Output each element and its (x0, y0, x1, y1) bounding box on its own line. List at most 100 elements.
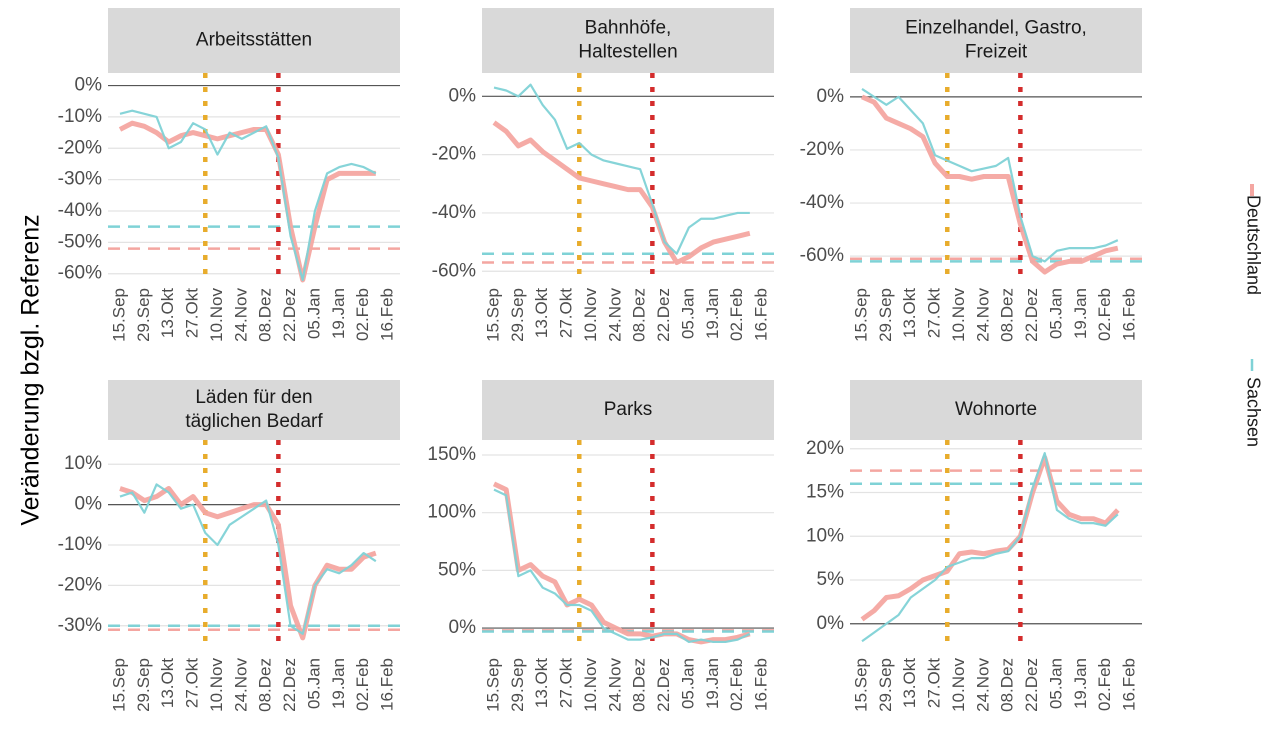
x-tick-label: 13.Okt (158, 658, 177, 708)
facet-strip (850, 8, 1142, 73)
x-tick-label: 24.Nov (231, 288, 250, 342)
x-tick-label: 08.Dez (630, 658, 649, 712)
y-tick-label: -40% (432, 202, 476, 223)
x-tick-label: 02.Feb (1095, 658, 1114, 711)
facet-title: Arbeitsstätten (196, 30, 312, 51)
x-tick-label: 08.Dez (630, 288, 649, 342)
y-tick-label: -40% (800, 192, 844, 213)
facet-title-line: Freizeit (965, 42, 1028, 63)
x-tick-label: 16.Feb (1119, 658, 1138, 711)
facet-title-line: Bahnhöfe, (585, 18, 672, 39)
facet-title-line: Wohnorte (955, 399, 1037, 420)
x-tick-label: 08.Dez (998, 658, 1017, 712)
facet-title-line: Parks (604, 399, 653, 420)
x-tick-label: 02.Feb (353, 288, 372, 341)
series-line (119, 485, 377, 641)
x-tick-label: 13.Okt (158, 288, 177, 338)
x-tick-label: 22.Dez (1022, 658, 1041, 712)
x-tick-label: 15.Sep (851, 288, 870, 342)
y-tick-label: 10% (806, 525, 844, 546)
x-tick-label: 29.Sep (876, 288, 895, 342)
x-tick-label: 02.Feb (353, 658, 372, 711)
x-tick-label: 15.Sep (851, 658, 870, 712)
series-line (118, 120, 376, 283)
x-tick-label: 10.Nov (207, 658, 226, 712)
series-line (492, 481, 751, 645)
x-tick-label: 10.Nov (207, 288, 226, 342)
y-tick-label: 15% (806, 482, 844, 503)
y-tick-label: -60% (58, 263, 102, 284)
y-tick-label: 150% (427, 444, 476, 465)
x-tick-label: 22.Dez (654, 658, 673, 712)
x-tick-label: 19.Jan (329, 288, 348, 339)
facet-title: Einzelhandel, Gastro, Freizeit (905, 18, 1087, 63)
y-tick-label: -60% (800, 245, 844, 266)
x-tick-label: 08.Dez (256, 288, 275, 342)
x-tick-label: 16.Feb (1119, 288, 1138, 341)
x-tick-label: 10.Nov (581, 288, 600, 342)
y-tick-label: -20% (58, 574, 102, 595)
y-tick-label: -20% (800, 139, 844, 160)
facet-title: Läden für den täglichen Bedarf (185, 387, 323, 432)
series-line (119, 483, 377, 635)
y-tick-label: 100% (427, 502, 476, 523)
series-line (861, 94, 1119, 275)
x-tick-label: 24.Nov (605, 288, 624, 342)
x-tick-label: 13.Okt (900, 658, 919, 708)
y-tick-label: 0% (817, 86, 845, 107)
y-tick-label: -50% (58, 231, 102, 252)
x-tick-label: 29.Sep (134, 658, 153, 712)
x-tick-label: 19.Jan (703, 288, 722, 339)
facet-title: Bahnhöfe, Haltestellen (578, 18, 677, 63)
y-tick-label: -40% (58, 200, 102, 221)
facet-strip (482, 380, 774, 440)
y-tick-label: -60% (432, 260, 476, 281)
y-tick-label: -10% (58, 534, 102, 555)
x-tick-label: 05.Jan (304, 288, 323, 339)
facet-title-line: Einzelhandel, Gastro, (905, 18, 1087, 39)
y-tick-label: -20% (432, 144, 476, 165)
y-tick-label: -30% (58, 169, 102, 190)
x-tick-label: 13.Okt (900, 288, 919, 338)
y-tick-label: 0% (449, 85, 477, 106)
x-tick-label: 27.Okt (183, 658, 202, 708)
x-tick-label: 27.Okt (925, 288, 944, 338)
facet-strip (482, 8, 774, 73)
y-tick-label: 0% (817, 613, 845, 634)
x-tick-label: 15.Sep (109, 658, 128, 712)
series-line (493, 488, 751, 644)
y-tick-label: 20% (806, 438, 844, 459)
y-tick-label: 0% (75, 75, 103, 96)
series-line (861, 88, 1119, 263)
series-line (119, 109, 377, 282)
x-tick-label: 16.Feb (377, 658, 396, 711)
y-tick-label: 0% (75, 494, 103, 515)
x-tick-label: 05.Jan (304, 658, 323, 709)
facet-strip (108, 8, 400, 73)
series-line (861, 452, 1119, 643)
x-tick-label: 05.Jan (1046, 288, 1065, 339)
x-tick-label: 05.Jan (1046, 658, 1065, 709)
facet-title: Parks (604, 399, 653, 420)
x-tick-label: 15.Sep (109, 288, 128, 342)
x-tick-label: 02.Feb (1095, 288, 1114, 341)
x-tick-label: 02.Feb (727, 288, 746, 341)
y-tick-label: 50% (438, 559, 476, 580)
series-line (493, 83, 750, 255)
y-axis-title: Veränderung bzgl. Referenz (17, 214, 45, 525)
x-tick-label: 05.Jan (678, 658, 697, 709)
x-tick-label: 19.Jan (1071, 288, 1090, 339)
facet-strip (850, 380, 1142, 440)
facet-strip (108, 380, 400, 440)
x-tick-label: 24.Nov (605, 658, 624, 712)
x-tick-label: 16.Feb (751, 288, 770, 341)
legend-label: Deutschland (1243, 195, 1263, 295)
x-tick-label: 22.Dez (1022, 288, 1041, 342)
series-line (860, 455, 1120, 622)
x-tick-label: 10.Nov (581, 658, 600, 712)
x-tick-label: 08.Dez (998, 288, 1017, 342)
facet-title-line: täglichen Bedarf (185, 411, 323, 432)
x-tick-label: 22.Dez (654, 288, 673, 342)
x-tick-label: 29.Sep (876, 658, 895, 712)
